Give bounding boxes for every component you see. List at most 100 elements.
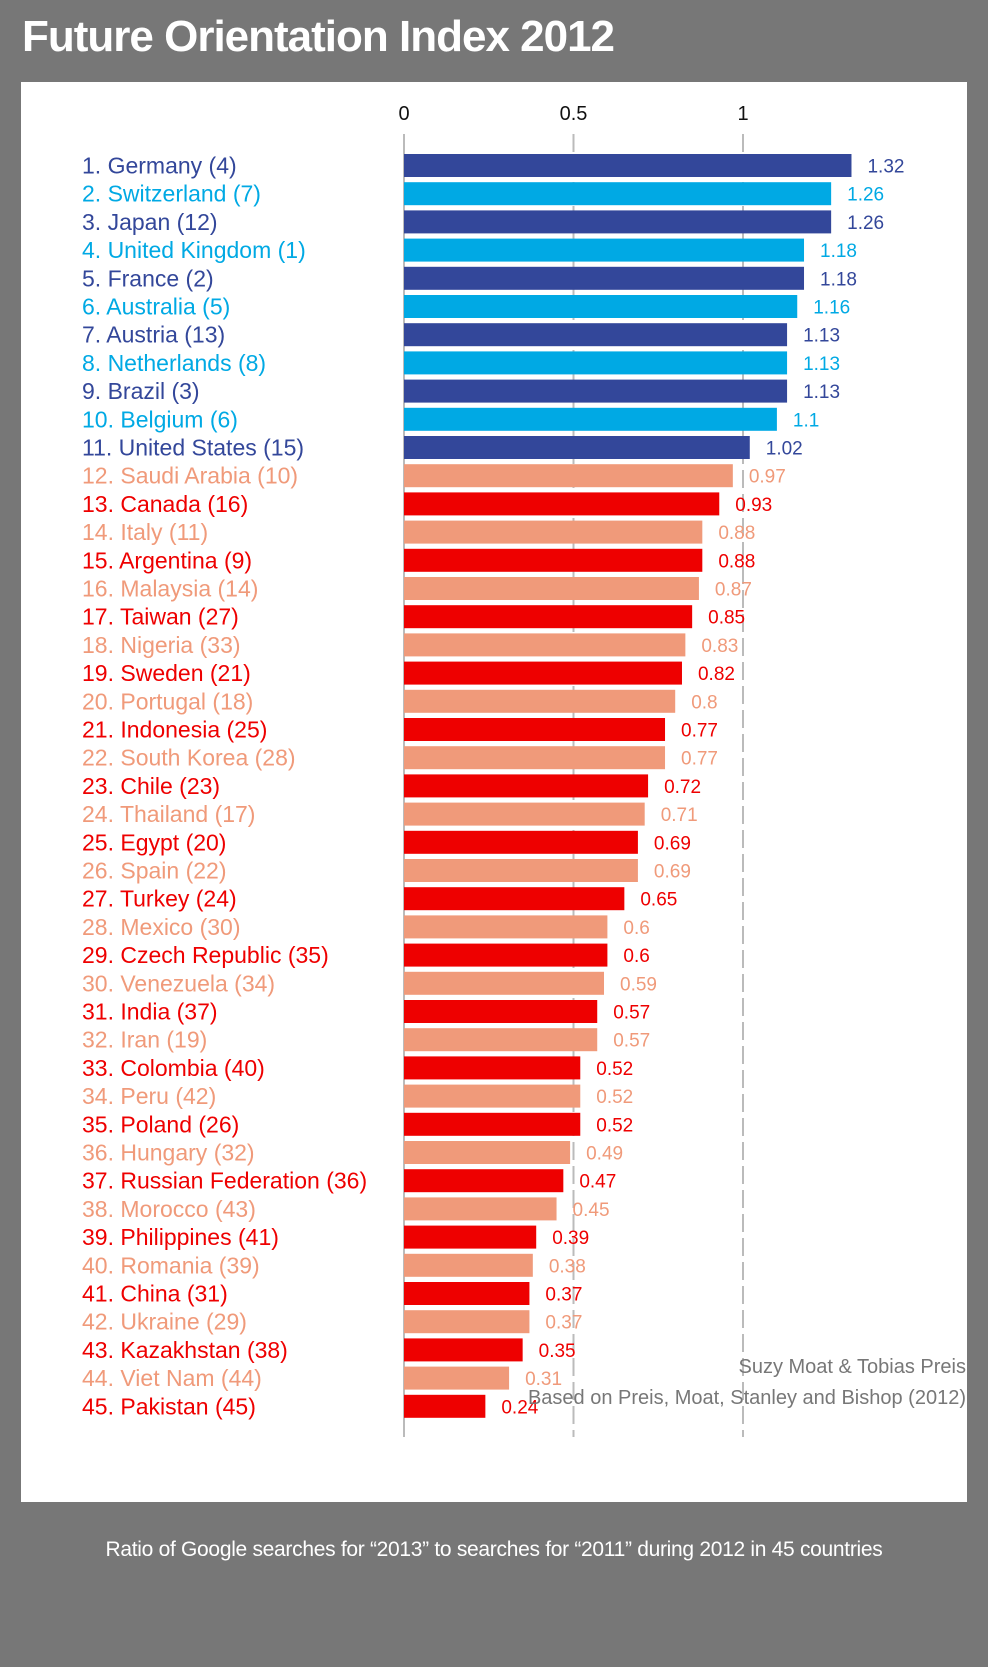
bar: [404, 859, 638, 882]
bar: [404, 295, 798, 318]
bar-chart: 0 0.5 1 1. Germany (4)2. Switzerland (7)3.…: [82, 103, 904, 1437]
value-label: 1.26: [847, 213, 884, 234]
value-label: 0.69: [654, 862, 691, 883]
value-label: 0.45: [573, 1200, 610, 1221]
value-label: 0.93: [735, 495, 772, 516]
category-label: 40. Romania (39): [82, 1252, 260, 1278]
value-label: 1.02: [766, 439, 803, 460]
value-label: 0.52: [596, 1115, 633, 1136]
value-label: 0.59: [620, 974, 657, 995]
bar: [404, 1056, 581, 1080]
value-label: 0.6: [623, 918, 649, 939]
bar: [404, 182, 832, 206]
value-label: 0.83: [701, 636, 738, 657]
bar: [404, 1338, 523, 1362]
category-label: 11. United States (15): [82, 435, 304, 461]
category-label: 3. Japan (12): [82, 209, 218, 235]
bar: [404, 915, 608, 939]
category-label: 19. Sweden (21): [82, 660, 251, 686]
bar: [404, 520, 703, 544]
category-label: 45. Pakistan (45): [82, 1393, 256, 1419]
value-label: 0.37: [545, 1285, 582, 1306]
x-tick-label: 0.5: [560, 103, 588, 125]
bar: [404, 689, 676, 713]
bar: [404, 577, 699, 600]
credit-source: Based on Preis, Moat, Stanley and Bishop…: [527, 1387, 966, 1409]
bar: [404, 661, 682, 685]
value-label: 0.57: [613, 1031, 650, 1052]
category-label: 4. United Kingdom (1): [82, 237, 306, 263]
bar: [404, 887, 625, 911]
value-label: 0.87: [715, 580, 752, 601]
value-label: 1.26: [847, 185, 884, 206]
bar: [404, 633, 686, 657]
category-label: 34. Peru (42): [82, 1083, 216, 1109]
category-label: 43. Kazakhstan (38): [82, 1337, 288, 1363]
category-label: 30. Venezuela (34): [82, 970, 275, 996]
category-label: 22. South Korea (28): [82, 745, 296, 771]
value-label: 0.31: [525, 1369, 562, 1390]
value-label: 1.13: [803, 326, 840, 347]
category-label: 15. Argentina (9): [82, 547, 252, 573]
value-label: 1.13: [803, 354, 840, 375]
category-label: 13. Canada (16): [82, 491, 248, 517]
bar: [404, 210, 832, 234]
value-label: 0.35: [539, 1341, 576, 1362]
category-label: 41. China (31): [82, 1281, 228, 1307]
category-label: 7. Austria (13): [82, 322, 225, 348]
bar: [404, 351, 788, 375]
category-label: 16. Malaysia (14): [82, 576, 258, 602]
value-label: 0.57: [613, 1003, 650, 1024]
bar: [404, 1253, 533, 1277]
category-label: 44. Viet Nam (44): [82, 1365, 262, 1391]
bar: [404, 1112, 581, 1136]
category-label: 18. Nigeria (33): [82, 632, 241, 658]
bar: [404, 1366, 510, 1390]
chart-panel: 0 0.5 1 1. Germany (4) 2. Switzerland (7) 3.…: [21, 82, 967, 1502]
bar: [404, 1197, 557, 1221]
category-label: 39. Philippines (41): [82, 1224, 279, 1250]
value-label: 1.18: [820, 269, 857, 290]
value-label: 0.47: [579, 1172, 616, 1193]
value-label: 0.82: [698, 664, 735, 685]
bar: [404, 464, 733, 488]
category-label: 10. Belgium (6): [82, 406, 238, 432]
bar: [404, 943, 608, 967]
bar: [404, 436, 750, 459]
category-label: 33. Colombia (40): [82, 1055, 265, 1081]
category-label: 5. France (2): [82, 265, 214, 291]
category-label: 17. Taiwan (27): [82, 604, 239, 630]
value-label: 0.37: [545, 1313, 582, 1334]
bar: [404, 718, 666, 741]
category-label: 6. Australia (5): [82, 294, 230, 320]
bar: [404, 1141, 571, 1164]
category-label: 29. Czech Republic (35): [82, 942, 329, 968]
value-label: 1.32: [867, 157, 904, 178]
bar: [404, 802, 645, 826]
bar: [404, 379, 788, 403]
bar: [404, 407, 777, 431]
bar: [404, 971, 605, 995]
value-label: 0.38: [549, 1256, 586, 1277]
bar: [404, 1394, 486, 1418]
category-label: 9. Brazil (3): [82, 378, 200, 404]
bar: [404, 492, 720, 516]
value-label: 0.71: [661, 805, 698, 826]
category-label: 35. Poland (26): [82, 1111, 239, 1137]
value-label: 0.88: [718, 551, 755, 572]
x-axis-ticks: 0 0.5 1: [398, 103, 748, 125]
category-label: 32. Iran (19): [82, 1027, 207, 1053]
value-label: 0.77: [681, 721, 718, 742]
category-label: 25. Egypt (20): [82, 829, 226, 855]
value-label: 0.49: [586, 1144, 623, 1165]
category-label: 28. Mexico (30): [82, 914, 241, 940]
bar: [404, 1084, 581, 1108]
bar: [404, 548, 703, 572]
value-label: 0.88: [718, 523, 755, 544]
bar: [404, 1169, 564, 1193]
value-label: 0.72: [664, 777, 701, 798]
value-label: 1.13: [803, 382, 840, 403]
value-label: 0.52: [596, 1059, 633, 1080]
value-label: 0.24: [501, 1397, 538, 1418]
category-label: 1. Germany (4): [82, 153, 237, 179]
